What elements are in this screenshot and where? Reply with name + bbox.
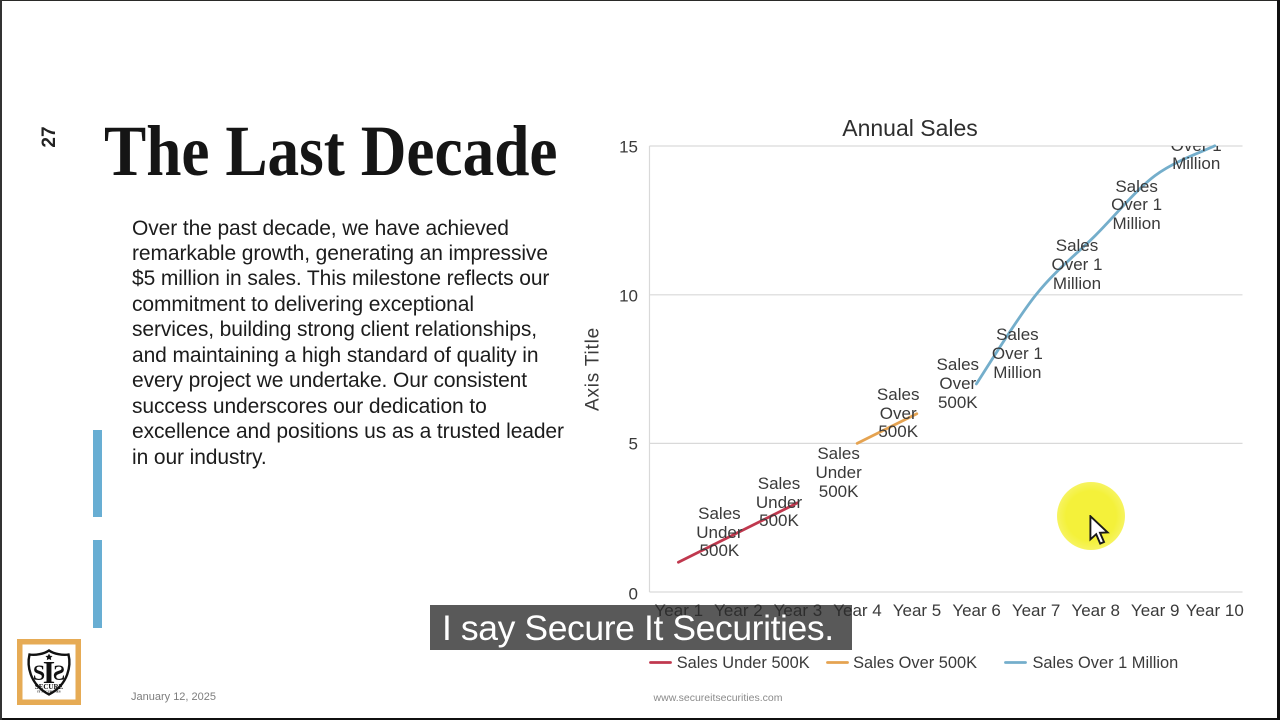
svg-text:I: I — [43, 654, 55, 690]
svg-text:S: S — [33, 660, 45, 685]
svg-text:IT SECURITIES: IT SECURITIES — [37, 690, 61, 694]
svg-text:SECURE: SECURE — [35, 683, 64, 691]
svg-text:S: S — [53, 660, 65, 685]
